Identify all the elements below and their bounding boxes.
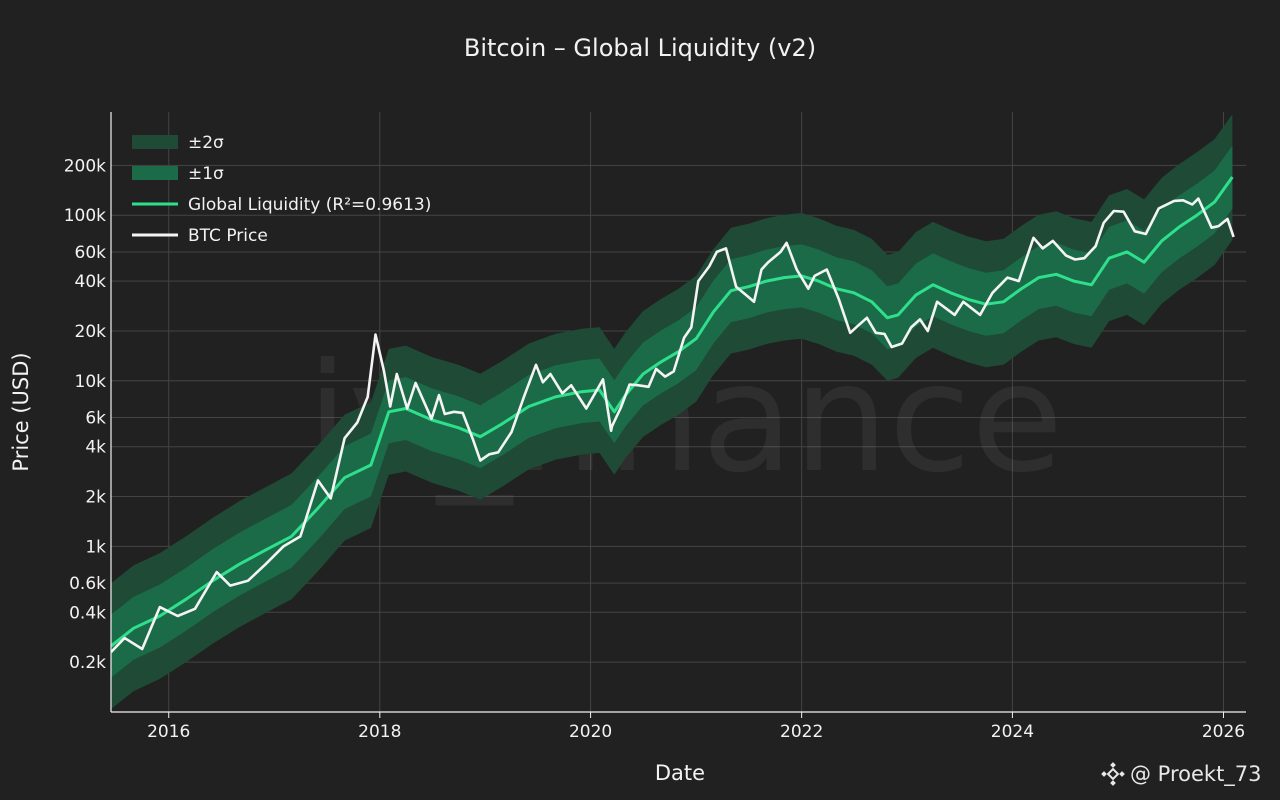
axes bbox=[110, 112, 1246, 713]
tick-labels: 0.2k 0.4k 0.6k 1k 2k 4k 6k 10k 20k 40k 60k 100k 200k… bbox=[64, 156, 1245, 742]
legend-label: ±2σ bbox=[188, 133, 224, 153]
y-tick-label: 40k bbox=[75, 272, 107, 292]
y-tick-label: 0.2k bbox=[69, 653, 106, 673]
chart-title: Bitcoin – Global Liquidity (v2) bbox=[464, 34, 816, 62]
y-tick-label: 200k bbox=[64, 156, 106, 176]
y-axis-title: Price (USD) bbox=[9, 352, 33, 471]
btc-price-line bbox=[111, 197, 1235, 654]
y-tick-label: 10k bbox=[75, 372, 107, 392]
x-tick-label: 2020 bbox=[569, 722, 612, 742]
legend-label: Global Liquidity (R²=0.9613) bbox=[188, 195, 431, 215]
credit-handle: @ Proekt_73 bbox=[1130, 762, 1262, 787]
legend: ±2σ ±1σ Global Liquidity (R²=0.9613) BTC Pr… bbox=[132, 133, 431, 246]
x-tick-label: 2026 bbox=[1202, 722, 1245, 742]
x-axis-title: Date bbox=[655, 761, 705, 785]
legend-swatch bbox=[132, 166, 178, 180]
y-tick-label: 6k bbox=[85, 409, 106, 429]
y-tick-label: 100k bbox=[64, 206, 106, 226]
binance-logo-icon bbox=[1101, 762, 1125, 786]
y-tick-label: 2k bbox=[85, 488, 106, 508]
x-tick-label: 2018 bbox=[358, 722, 401, 742]
x-tick-label: 2024 bbox=[991, 722, 1034, 742]
credit: @ Proekt_73 bbox=[1101, 762, 1262, 787]
y-tick-label: 60k bbox=[75, 243, 107, 263]
legend-swatch bbox=[132, 135, 178, 149]
band-1sigma bbox=[111, 145, 1233, 678]
legend-label: ±1σ bbox=[188, 164, 224, 184]
x-tick-label: 2016 bbox=[147, 722, 190, 742]
legend-label: BTC Price bbox=[188, 226, 268, 246]
y-tick-label: 0.4k bbox=[69, 603, 106, 623]
series-layer bbox=[111, 114, 1235, 710]
y-tick-label: 0.6k bbox=[69, 574, 106, 594]
x-tick-label: 2022 bbox=[780, 722, 823, 742]
y-tick-label: 4k bbox=[85, 438, 106, 458]
y-tick-label: 1k bbox=[85, 537, 106, 557]
y-tick-label: 20k bbox=[75, 322, 107, 342]
